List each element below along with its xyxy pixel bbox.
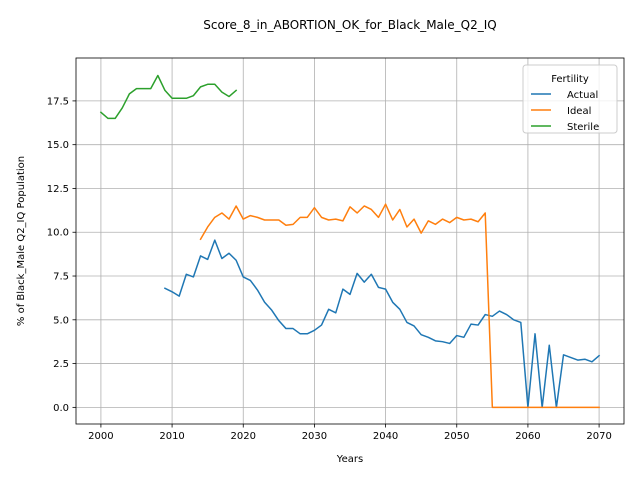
x-tick-label: 2040 — [373, 431, 398, 442]
x-tick-label: 2010 — [159, 431, 184, 442]
x-tick-label: 2000 — [88, 431, 113, 442]
x-tick-label: 2060 — [515, 431, 540, 442]
tick-layer: 2000 2010 2020 2030 2040 2050 2060 2070 0.0 2.5 5.… — [47, 96, 612, 442]
x-tick-label: 2020 — [231, 431, 256, 442]
legend-title: Fertility — [551, 74, 589, 85]
x-tick-label: 2050 — [444, 431, 469, 442]
legend-label-sterile: Sterile — [567, 122, 599, 133]
y-axis-label: % of Black_Male Q2_IQ Population — [16, 156, 27, 326]
y-tick-label: 0.0 — [53, 403, 69, 414]
y-tick-label: 15.0 — [47, 140, 69, 151]
plot-frame — [75, 57, 625, 425]
series-line-ideal — [199, 203, 600, 409]
y-tick-label: 5.0 — [53, 315, 69, 326]
x-tick-label: 2070 — [586, 431, 611, 442]
y-tick-label: 12.5 — [47, 184, 69, 195]
y-tick-label: 2.5 — [53, 359, 69, 370]
y-tick-label: 10.0 — [47, 228, 69, 239]
legend-box — [522, 64, 618, 134]
series-line-sterile — [99, 74, 238, 120]
legend-label-actual: Actual — [567, 90, 598, 101]
x-tick-label: 2030 — [302, 431, 327, 442]
y-tick-label: 7.5 — [53, 272, 69, 283]
chart-title: Score_8_in_ABORTION_OK_for_Black_Male_Q2… — [203, 18, 496, 32]
y-tick-label: 17.5 — [47, 96, 69, 107]
legend-items: Actual Ideal Sterile — [531, 90, 599, 133]
legend-label-ideal: Ideal — [567, 106, 591, 117]
legend: Fertility Actual Ideal Sterile — [522, 64, 618, 134]
series-line-actual — [163, 239, 601, 409]
x-axis-label: Years — [336, 454, 363, 465]
series-layer — [99, 74, 601, 409]
